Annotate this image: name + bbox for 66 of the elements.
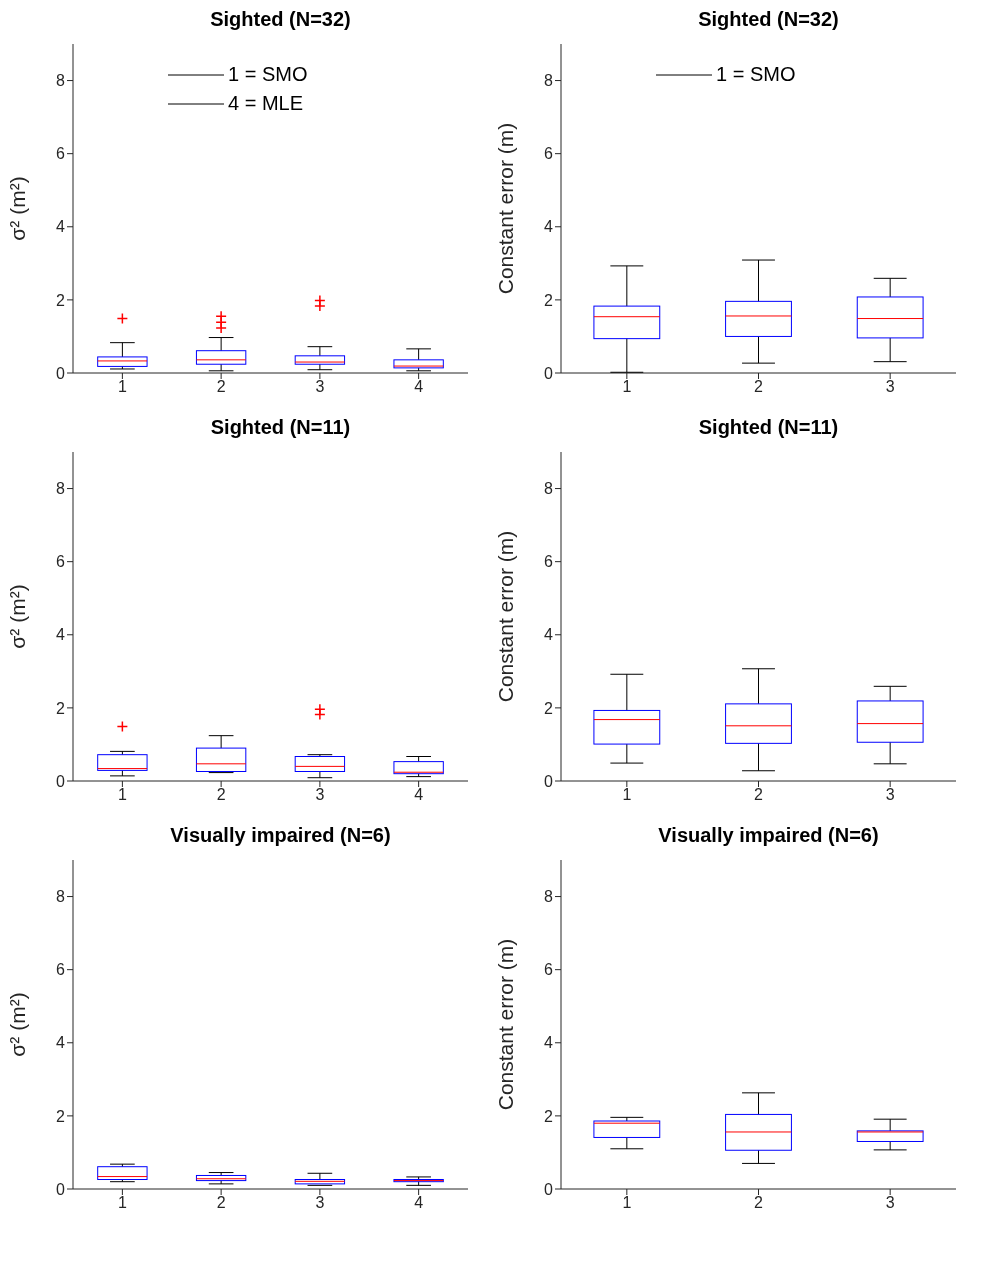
x-tick-label: 2 bbox=[754, 786, 764, 804]
x-tick-label: 4 bbox=[414, 1194, 424, 1212]
x-tick-label: 1 bbox=[117, 786, 127, 804]
chart-title: Visually impaired (N=6) bbox=[169, 824, 392, 848]
y-tick-label: 2 bbox=[544, 1107, 554, 1125]
x-tick-label: 2 bbox=[216, 1194, 226, 1212]
y-tick-label: 0 bbox=[544, 1180, 554, 1198]
y-tick-label: 8 bbox=[544, 72, 554, 90]
chart-title: Visually impaired (N=6) bbox=[657, 824, 880, 848]
y-tick-label: 4 bbox=[56, 626, 66, 644]
y-tick-label: 2 bbox=[56, 699, 66, 717]
y-tick-label: 0 bbox=[56, 772, 66, 790]
x-tick-label: 4 bbox=[414, 378, 424, 396]
y-tick-label: 4 bbox=[56, 218, 66, 236]
chart-title: Sighted (N=32) bbox=[697, 8, 840, 32]
y-axis-title: Constant error (m) bbox=[494, 530, 518, 703]
annotation: 4 = MLE bbox=[228, 92, 304, 115]
y-axis-title: σ² (m²) bbox=[6, 584, 30, 649]
x-tick-label: 2 bbox=[216, 378, 226, 396]
x-tick-label: 1 bbox=[622, 378, 632, 396]
y-tick-label: 2 bbox=[56, 291, 66, 309]
x-tick-label: 1 bbox=[117, 1194, 127, 1212]
y-tick-label: 6 bbox=[56, 553, 66, 571]
y-tick-label: 8 bbox=[56, 888, 66, 906]
x-tick-label: 4 bbox=[414, 786, 424, 804]
chart-title: Sighted (N=32) bbox=[209, 8, 352, 32]
y-tick-label: 8 bbox=[544, 480, 554, 498]
y-axis-title: Constant error (m) bbox=[494, 122, 518, 295]
y-tick-label: 8 bbox=[544, 888, 554, 906]
y-tick-label: 6 bbox=[56, 961, 66, 979]
x-tick-label: 3 bbox=[315, 378, 325, 396]
y-tick-label: 0 bbox=[56, 364, 66, 382]
y-tick-label: 4 bbox=[544, 218, 554, 236]
x-tick-label: 3 bbox=[885, 378, 895, 396]
y-tick-label: 6 bbox=[56, 145, 66, 163]
y-tick-label: 0 bbox=[544, 772, 554, 790]
x-tick-label: 2 bbox=[754, 378, 764, 396]
x-tick-label: 1 bbox=[622, 786, 632, 804]
y-tick-label: 4 bbox=[544, 626, 554, 644]
y-tick-label: 6 bbox=[544, 961, 554, 979]
y-tick-label: 2 bbox=[56, 1107, 66, 1125]
x-tick-label: 1 bbox=[117, 378, 127, 396]
x-tick-label: 3 bbox=[885, 786, 895, 804]
y-tick-label: 8 bbox=[56, 72, 66, 90]
y-tick-label: 8 bbox=[56, 480, 66, 498]
x-tick-label: 2 bbox=[216, 786, 226, 804]
y-tick-label: 2 bbox=[544, 291, 554, 309]
x-tick-label: 1 bbox=[622, 1194, 632, 1212]
chart-title: Sighted (N=11) bbox=[209, 416, 352, 440]
y-tick-label: 4 bbox=[544, 1034, 554, 1052]
y-tick-label: 2 bbox=[544, 699, 554, 717]
x-tick-label: 2 bbox=[754, 1194, 764, 1212]
y-axis-title: σ² (m²) bbox=[6, 992, 30, 1057]
y-tick-label: 6 bbox=[544, 145, 554, 163]
annotation: 1 = SMO bbox=[716, 63, 796, 86]
x-tick-label: 3 bbox=[885, 1194, 895, 1212]
x-tick-label: 3 bbox=[315, 786, 325, 804]
y-tick-label: 4 bbox=[56, 1034, 66, 1052]
y-tick-label: 6 bbox=[544, 553, 554, 571]
y-tick-label: 0 bbox=[56, 1180, 66, 1198]
x-tick-label: 3 bbox=[315, 1194, 325, 1212]
chart-title: Sighted (N=11) bbox=[697, 416, 840, 440]
y-axis-title: σ² (m²) bbox=[6, 176, 30, 241]
y-tick-label: 0 bbox=[544, 364, 554, 382]
y-axis-title: Constant error (m) bbox=[494, 938, 518, 1111]
annotation: 1 = SMO bbox=[228, 63, 308, 86]
